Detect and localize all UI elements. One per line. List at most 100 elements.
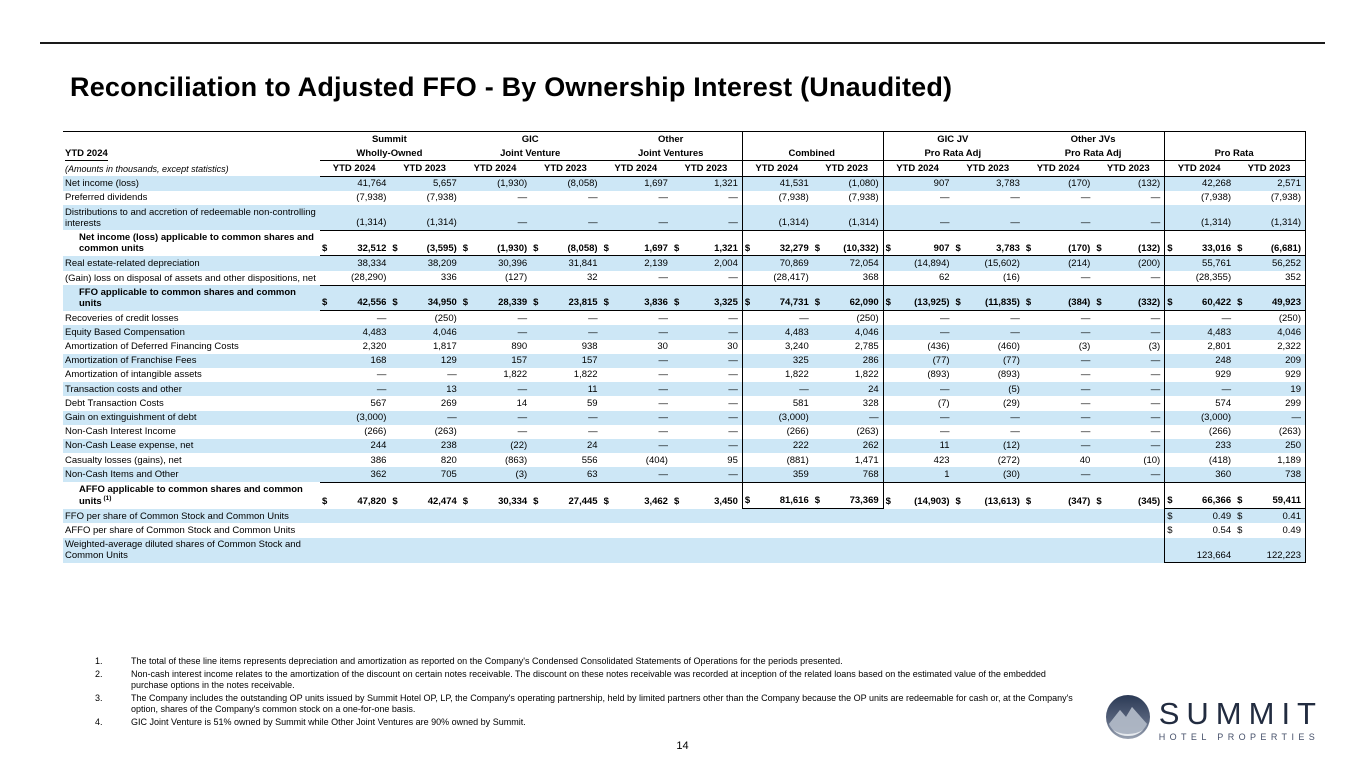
cell-content: 890 — [463, 341, 527, 352]
row-label: Equity Based Compensation — [63, 325, 320, 340]
table-cell: 129 — [390, 353, 461, 368]
table-cell: 11 — [883, 438, 954, 454]
cell-value: 1,822 — [573, 369, 598, 381]
table-cell: — — [531, 205, 602, 231]
cell-value: — — [728, 397, 738, 409]
table-cell: — — [954, 191, 1024, 205]
cell-content: 929 — [1237, 369, 1301, 380]
table-cell: (7,938) — [741, 190, 813, 206]
row-label: Non-Cash Interest Income — [65, 426, 176, 438]
cell-value: 31,841 — [568, 257, 598, 269]
cell-content: 55,761 — [1167, 258, 1231, 269]
cell-content: — — [1026, 426, 1091, 437]
group-header: GIC — [521, 133, 539, 145]
cell-content: $ (6,681) — [1237, 243, 1301, 254]
cell-value: (1,314) — [848, 217, 879, 229]
table-cell: (16) — [953, 270, 1024, 286]
cell-value: 286 — [862, 355, 879, 367]
table-cell: 2,139 — [601, 255, 672, 271]
table-cell: — — [1023, 325, 1095, 340]
cell-value: (893) — [997, 369, 1020, 381]
cell-content: — — [674, 192, 738, 203]
table-cell: 157 — [460, 353, 532, 368]
table-cell: — — [672, 396, 742, 410]
cell-value: 24 — [868, 383, 879, 395]
table-cell: — — [601, 353, 672, 368]
table-cell: $0.54 — [1164, 523, 1236, 538]
table-cell: — — [672, 425, 742, 439]
cell-value: (418) — [1208, 454, 1232, 466]
table-cell: (7,938) — [1164, 190, 1236, 206]
cell-content: 1,822 — [463, 369, 527, 380]
footnote-marker: (1) — [101, 494, 112, 502]
table-cell: (127) — [460, 270, 532, 286]
table-cell: (250) — [1235, 310, 1307, 326]
cell-content: — — [1026, 327, 1091, 338]
table-cell: $0.49 — [1235, 523, 1307, 538]
cell-content: (263) — [1237, 426, 1301, 437]
table-row: Non-Cash Interest Income (266) (263) — — — — (2… — [63, 424, 1307, 439]
cell-value: 556 — [581, 454, 598, 466]
cell-content: 581 — [745, 398, 809, 409]
cell-content: $0.41 — [1237, 511, 1301, 522]
table-cell: 40 — [1024, 453, 1094, 467]
cell-value: 3,325 — [714, 297, 738, 309]
footnote-text: Non-cash interest income relates to the … — [131, 668, 1046, 691]
cell-content: $1,697 — [604, 243, 668, 254]
cell-value: 24 — [587, 440, 598, 452]
cell-content: 168 — [322, 355, 387, 366]
table-cell: — — [1094, 205, 1165, 231]
cell-content: — — [1096, 313, 1161, 324]
cell-content: $60,422 — [1167, 297, 1231, 308]
cell-value: 47,820 — [357, 495, 387, 507]
currency-symbol: $ — [533, 495, 539, 507]
cell-value: (3) — [1148, 341, 1161, 353]
footnote-text: The Company includes the outstanding OP … — [131, 692, 1073, 715]
table-cell — [812, 537, 884, 563]
currency-symbol: $ — [673, 495, 680, 507]
table-cell: 890 — [461, 340, 531, 354]
cell-value: (77) — [1003, 355, 1020, 367]
table-cell: (28,417) — [741, 270, 813, 286]
cell-value: 30,334 — [498, 495, 528, 507]
table-cell: 705 — [390, 467, 461, 483]
table-cell: $66,366 — [1164, 482, 1236, 510]
cell-value: 11 — [939, 440, 950, 452]
row-label: AFFO applicable to common shares and com… — [79, 483, 303, 507]
group-header — [741, 131, 884, 147]
cell-value: — — [869, 412, 879, 424]
table-cell: 2,785 — [812, 339, 884, 354]
cell-value: — — [1150, 355, 1161, 367]
cell-content: 1 — [886, 469, 949, 480]
ffo-table: Summit GIC Other GIC JV Other JVs YTD 2024 Who… — [63, 131, 1307, 564]
table-cell: 14 — [461, 396, 531, 410]
cell-content: — — [886, 412, 950, 423]
currency-symbol: $ — [462, 495, 469, 507]
table-cell: 299 — [1235, 396, 1307, 411]
table-cell: 352 — [1235, 270, 1307, 286]
cell-value: 238 — [440, 440, 457, 452]
cell-value: — — [1080, 440, 1091, 452]
table-cell: — — [1023, 205, 1095, 231]
cell-content: (1,314) — [392, 217, 457, 229]
cell-value: (1,314) — [426, 217, 457, 229]
table-cell: — — [460, 382, 532, 397]
table-cell: 262 — [812, 438, 884, 454]
table-cell: 38,209 — [390, 255, 461, 271]
cell-content: 1,822 — [745, 369, 809, 380]
row-label: Non-Cash Lease expense, net — [63, 438, 320, 454]
table-cell: (1,314) — [320, 205, 391, 231]
cell-value: — — [447, 369, 457, 381]
cell-value: (263) — [856, 426, 879, 438]
cell-content: (214) — [1026, 258, 1090, 269]
table-row: Amortization of Deferred Financing Costs… — [63, 339, 1307, 354]
table-cell: $62,090 — [812, 285, 884, 312]
cell-content: 328 — [815, 398, 879, 409]
cell-content: $ (14,903) — [886, 496, 950, 507]
cell-content: — — [956, 426, 1020, 437]
table-cell: 41,764 — [320, 176, 391, 191]
cell-content: — — [1096, 426, 1161, 437]
table-cell: — — [1094, 353, 1165, 368]
table-cell: $ (345) — [1094, 482, 1164, 509]
table-cell: (132) — [1094, 176, 1165, 191]
